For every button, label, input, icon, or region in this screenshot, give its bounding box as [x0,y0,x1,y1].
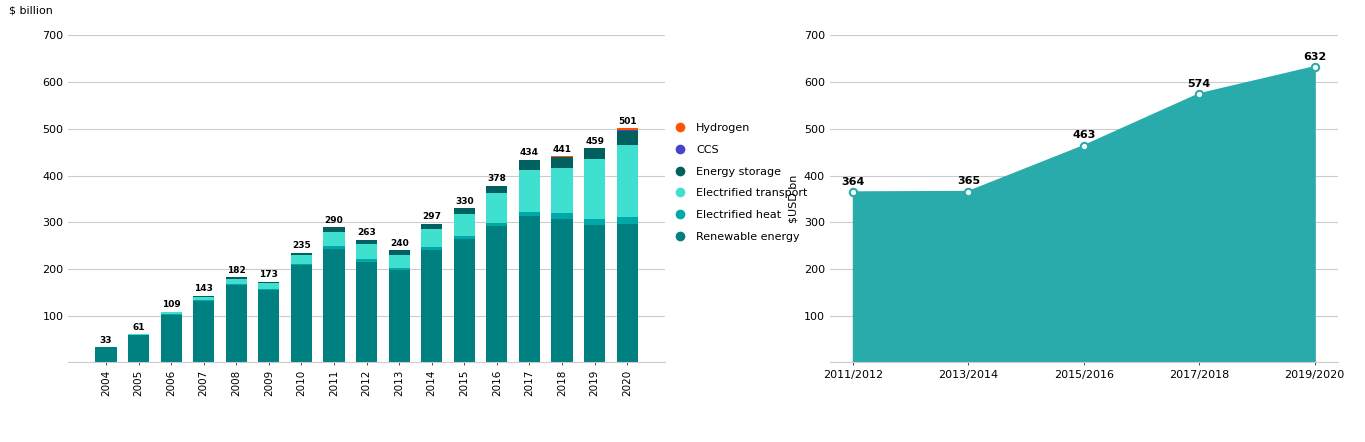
Bar [356,244,377,259]
Text: 574: 574 [1188,79,1211,89]
Bar [551,219,573,362]
Bar [389,255,410,268]
Text: 330: 330 [455,197,474,206]
Bar [291,265,313,362]
Bar [519,212,541,217]
Bar [617,217,637,225]
Text: 182: 182 [227,266,246,275]
Point [1304,64,1325,71]
Bar [161,312,182,314]
Bar [225,278,247,279]
Bar [128,334,149,335]
Bar [225,284,247,285]
Point [1073,143,1095,150]
Bar [128,335,149,362]
Point [842,189,864,196]
Bar [519,160,541,170]
Bar [453,214,475,236]
Bar [617,128,637,130]
Text: 632: 632 [1304,52,1327,61]
Bar [584,148,605,159]
Bar [617,131,637,145]
Bar [486,226,508,362]
Bar [258,283,280,289]
Text: 501: 501 [618,117,636,126]
Legend: Hydrogen, CCS, Energy storage, Electrified transport, Electrified heat, Renewabl: Hydrogen, CCS, Energy storage, Electrifi… [665,119,812,246]
Bar [617,145,637,217]
Text: 240: 240 [390,239,408,248]
Bar [324,232,344,246]
Bar [258,282,280,283]
Text: 143: 143 [194,284,213,293]
Text: 378: 378 [487,175,506,183]
Text: 463: 463 [1072,130,1096,141]
Bar [258,290,280,362]
Bar [192,301,214,362]
Bar [551,156,573,157]
Bar [225,285,247,362]
Bar [486,193,508,223]
Text: 364: 364 [841,177,864,187]
Text: 434: 434 [520,149,539,157]
Bar [291,253,313,255]
Bar [551,157,573,168]
Bar [453,239,475,362]
Text: 33: 33 [100,335,112,345]
Bar [161,315,182,362]
Bar [161,314,182,315]
Bar [291,263,313,265]
Bar [519,217,541,362]
Bar [617,225,637,362]
Text: 441: 441 [553,145,572,154]
Text: 297: 297 [422,212,441,221]
Bar [617,130,637,131]
Bar [356,262,377,362]
Y-axis label: $USD bn: $USD bn [789,175,799,223]
Text: 173: 173 [259,270,278,279]
Bar [422,250,442,362]
Bar [519,170,541,212]
Bar [453,236,475,239]
Point [1189,91,1211,98]
Bar [453,208,475,214]
Bar [584,219,605,225]
Bar [584,225,605,362]
Bar [192,297,214,300]
Text: 290: 290 [325,216,344,225]
Bar [356,240,377,244]
Bar [422,224,442,229]
Text: 263: 263 [358,228,375,237]
Bar [192,300,214,301]
Bar [192,296,214,297]
Bar [389,268,410,271]
Bar [389,250,410,255]
Bar [324,246,344,248]
Bar [584,159,605,219]
Bar [486,223,508,226]
Text: 365: 365 [957,176,980,186]
Bar [324,248,344,362]
Bar [551,168,573,213]
Point [957,188,979,195]
Bar [422,247,442,250]
Bar [389,271,410,362]
Bar [324,227,344,232]
Text: $ billion: $ billion [8,6,52,16]
Text: 61: 61 [132,323,145,332]
Bar [225,279,247,284]
Text: 109: 109 [161,300,180,309]
Bar [291,255,313,263]
Bar [258,289,280,290]
Text: 235: 235 [292,241,311,250]
Bar [96,347,116,362]
Bar [551,213,573,219]
Bar [486,186,508,193]
Text: 459: 459 [586,137,605,145]
Bar [422,229,442,247]
Bar [356,259,377,262]
